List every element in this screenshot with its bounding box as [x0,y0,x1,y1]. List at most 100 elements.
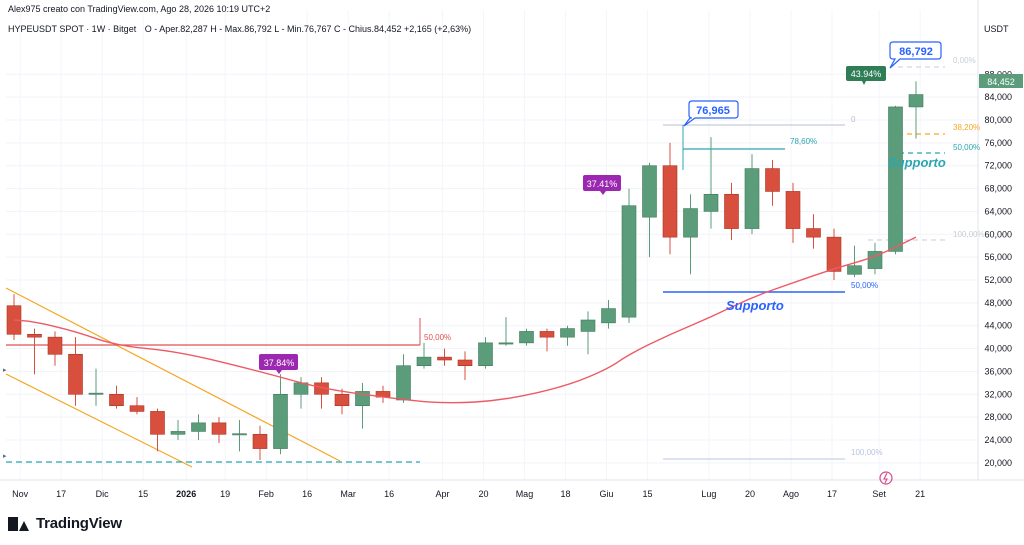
x-tick-label: 15 [138,489,148,499]
candle-body [396,365,411,401]
x-tick-label: Set [872,489,886,499]
fib-0-label: 0 [851,115,856,124]
candle-body [27,333,42,338]
candle-body [273,393,288,449]
pct-37-41-badge: 37.41% [583,175,621,195]
candle-body [560,328,575,338]
last-price-badge: 84,452 [979,74,1023,88]
pct-43-badge: 43.94% [846,66,886,85]
x-tick-label: 17 [827,489,837,499]
x-tick-label: Dic [96,489,109,499]
candle-body [191,422,206,432]
y-tick-label: 32,000 [984,389,1012,399]
x-tick-label: Ago [783,489,799,499]
left-edge-marker-icon-2: ▸ [3,453,7,460]
candle-body [334,393,350,407]
x-tick-label: 20 [478,489,488,499]
x-tick-label: 16 [302,489,312,499]
candle-body [478,342,493,367]
candle-body [150,411,165,435]
candles [6,81,924,460]
x-tick-label: 16 [384,489,394,499]
y-tick-label: 80,000 [984,115,1012,125]
mid-peak-callout-text: 76,965 [696,105,730,117]
y-tick-label: 64,000 [984,206,1012,216]
candle-body [88,392,104,395]
pct-37-41-text: 37.41% [587,179,618,189]
tradingview-logo[interactable]: TradingView [8,515,122,532]
fib-50-top-label: 50,00% [953,143,980,152]
candle-body [806,228,821,238]
candle-body [601,308,616,324]
candle-body [580,319,596,332]
candle-body [519,331,534,344]
x-tick-label: 15 [642,489,652,499]
y-tick-label: 24,000 [984,435,1012,445]
y-tick-label: 60,000 [984,229,1012,239]
x-tick-label: 2026 [176,489,196,499]
flash-event-icon[interactable] [879,471,893,485]
x-tick-label: Giu [599,489,613,499]
pct-37-84-badge: 37.84% [259,354,298,374]
x-tick-label: Mag [516,489,534,499]
y-tick-label: 28,000 [984,412,1012,422]
candle-body [642,165,657,218]
ohlc-text: O - Aper.82,287 H - Max.86,792 L - Min.7… [144,24,472,34]
y-tick-label: 76,000 [984,138,1012,148]
candle-body [170,431,186,435]
fib-0pct-label: 0,00% [953,56,976,65]
fib-38-label: 38,20% [953,123,980,132]
candle-body [888,106,903,252]
x-tick-label: 17 [56,489,66,499]
candle-body [498,342,514,345]
x-tick-label: 21 [915,489,925,499]
candle-body [437,356,452,361]
x-tick-label: Mar [340,489,356,499]
fib-78-label: 78,60% [790,137,817,146]
x-tick-label: 20 [745,489,755,499]
supporto-top-label: Supporto [888,155,946,170]
candle-body [826,236,842,272]
candle-body [867,251,883,269]
symbol-line: HYPEUSDT SPOT · 1W · Bitget O - Aper.82,… [8,24,471,34]
x-tick-label: 18 [560,489,570,499]
currency-label: USDT [984,24,1009,34]
candle-body [621,205,637,318]
pct-43-text: 43.94% [851,69,882,79]
candle-body [47,336,63,355]
x-tick-label: 19 [220,489,230,499]
y-tick-label: 56,000 [984,252,1012,262]
peak-callout-text: 86,792 [899,46,933,58]
supporto-mid-label: Supporto [726,298,784,313]
candle-body [109,393,124,407]
candle-body [744,168,760,229]
peak-callout[interactable]: 86,792 [889,41,942,69]
candle-body [68,353,83,395]
tradingview-mark-icon [8,516,30,531]
channel-upper-line [5,287,341,462]
x-tick-label: Lug [701,489,716,499]
y-tick-label: 44,000 [984,321,1012,331]
y-tick-label: 52,000 [984,275,1012,285]
channel-lower-line [5,373,193,468]
y-tick-label: 72,000 [984,161,1012,171]
y-tick-label: 36,000 [984,366,1012,376]
symbol-text[interactable]: HYPEUSDT SPOT · 1W · Bitget [8,24,137,34]
candle-body [539,331,555,338]
tradingview-brand: TradingView [36,515,122,532]
fib-50-mid-label: 50,00% [851,281,878,290]
pct-37-84-text: 37.84% [264,358,295,368]
y-tick-label: 48,000 [984,298,1012,308]
y-tick-label: 20,000 [984,458,1012,468]
mid-peak-callout[interactable]: 76,965 [683,100,739,127]
left-edge-marker-icon: ▸ [3,367,7,374]
candle-body [416,356,432,367]
x-tick-label: Feb [258,489,274,499]
x-tick-label: Nov [12,489,29,499]
candle-body [785,191,801,229]
fib-100-bottom-label: 100,00% [851,448,883,457]
moving-average-line [13,236,917,404]
candle-body [683,208,698,238]
candle-body [252,433,268,449]
